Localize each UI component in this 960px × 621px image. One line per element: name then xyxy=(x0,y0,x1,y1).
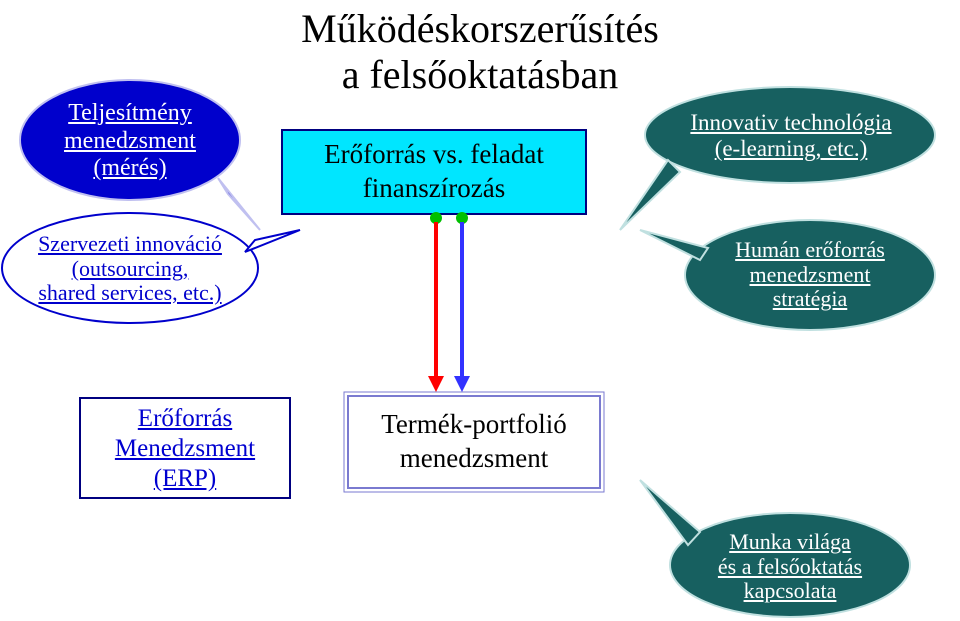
center-line2: finanszírozás xyxy=(282,172,586,206)
innov-line2: (e-learning, etc.) xyxy=(660,136,922,162)
hr-line1: Humán erőforrás xyxy=(700,238,920,263)
center-box-label: Erőforrás vs. feladat finanszírozás xyxy=(282,138,586,206)
title-line2: a felsőoktatásban xyxy=(220,52,740,98)
erp-line3: (ERP) xyxy=(80,464,290,494)
callout-work-label: Munka világa és a felsőoktatás kapcsolat… xyxy=(682,530,898,604)
center-line1: Erőforrás vs. feladat xyxy=(282,138,586,172)
perf-line2: menedzsment xyxy=(30,128,230,156)
title-line1: Működéskorszerűsítés xyxy=(220,6,740,52)
perf-line1: Teljesítmény xyxy=(30,100,230,128)
erp-line1: Erőforrás xyxy=(80,404,290,434)
erp-box-label: Erőforrás Menedzsment (ERP) xyxy=(80,404,290,494)
portfolio-line2: menedzsment xyxy=(348,442,600,476)
org-line1: Szervezeti innováció xyxy=(10,232,250,257)
callout-perf-label: Teljesítmény menedzsment (mérés) xyxy=(30,100,230,183)
arrow-blue xyxy=(454,212,470,392)
diagram-stage: Működéskorszerűsítés a felsőoktatásban E… xyxy=(0,0,960,621)
main-title: Működéskorszerűsítés a felsőoktatásban xyxy=(220,6,740,98)
erp-line2: Menedzsment xyxy=(80,434,290,464)
hr-line3: stratégia xyxy=(700,287,920,312)
portfolio-line1: Termék-portfolió xyxy=(348,408,600,442)
work-line1: Munka világa xyxy=(682,530,898,555)
work-line2: és a felsőoktatás xyxy=(682,555,898,580)
callout-org-label: Szervezeti innováció (outsourcing, share… xyxy=(10,232,250,306)
arrow-red xyxy=(428,212,444,392)
org-line2: (outsourcing, xyxy=(10,257,250,282)
work-line3: kapcsolata xyxy=(682,579,898,604)
org-line3: shared services, etc.) xyxy=(10,281,250,306)
hr-line2: menedzsment xyxy=(700,263,920,288)
callout-hr-label: Humán erőforrás menedzsment stratégia xyxy=(700,238,920,312)
innov-line1: Innovativ technológia xyxy=(660,110,922,136)
perf-line3: (mérés) xyxy=(30,155,230,183)
callout-innov-label: Innovativ technológia (e-learning, etc.) xyxy=(660,110,922,163)
portfolio-box-label: Termék-portfolió menedzsment xyxy=(348,408,600,476)
